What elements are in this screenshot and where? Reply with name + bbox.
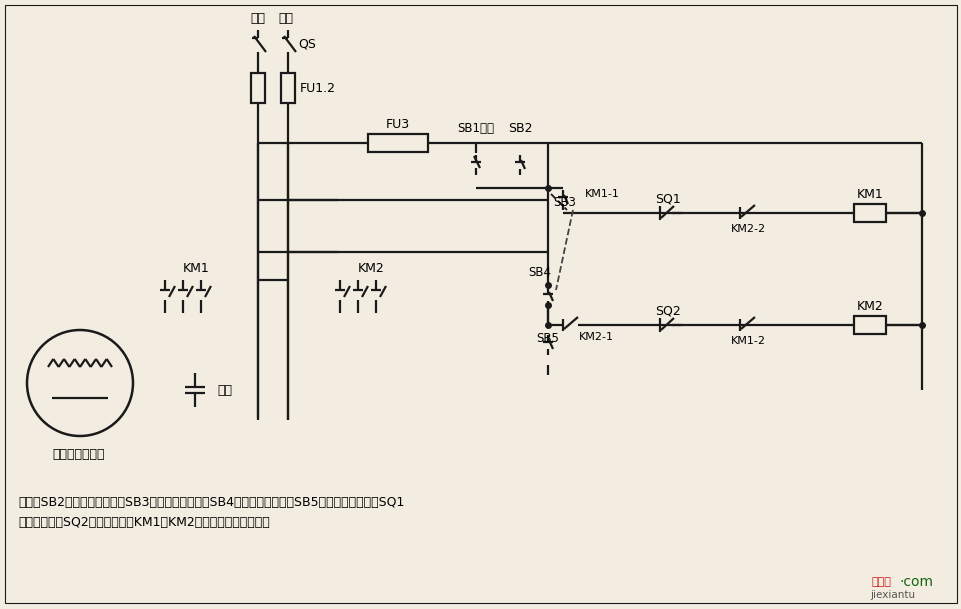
Text: jiexiantu: jiexiantu (869, 590, 914, 600)
Text: KM1: KM1 (183, 261, 209, 275)
Text: FU1.2: FU1.2 (300, 82, 335, 94)
Text: KM2-2: KM2-2 (729, 224, 765, 234)
Text: KM2: KM2 (357, 261, 384, 275)
Text: SB4: SB4 (528, 267, 551, 280)
Text: ·com: ·com (899, 575, 933, 589)
Text: SB2: SB2 (507, 122, 531, 135)
Text: KM2-1: KM2-1 (579, 332, 613, 342)
Bar (281, 73, 295, 103)
Text: 说明：SB2为上升启动按钮，SB3为上升点动按钮，SB4为下降启动按钮，SB5为下降点动按钮；SQ1: 说明：SB2为上升启动按钮，SB3为上升点动按钮，SB4为下降启动按钮，SB5为… (18, 496, 404, 509)
Text: SB3: SB3 (553, 195, 576, 208)
Text: SQ2: SQ2 (654, 304, 680, 317)
Text: KM1-1: KM1-1 (584, 189, 619, 199)
Text: SB5: SB5 (536, 333, 559, 345)
Text: FU3: FU3 (385, 119, 409, 132)
Text: 单相电容电动机: 单相电容电动机 (52, 448, 105, 460)
Text: SQ1: SQ1 (654, 192, 680, 205)
Bar (853, 316, 885, 334)
Bar (853, 204, 885, 222)
Text: KM1-2: KM1-2 (729, 336, 765, 346)
Text: KM1: KM1 (855, 189, 882, 202)
Text: KM2: KM2 (855, 300, 882, 314)
Text: 为最高限位，SQ2为最低限位。KM1、KM2可用中间继电器代替。: 为最高限位，SQ2为最低限位。KM1、KM2可用中间继电器代替。 (18, 516, 269, 529)
Bar (368, 134, 428, 152)
Text: QS: QS (298, 38, 315, 51)
Text: 电容: 电容 (217, 384, 232, 398)
Text: 接线图: 接线图 (871, 577, 891, 587)
Bar (251, 73, 264, 103)
Text: 零线: 零线 (278, 12, 293, 24)
Text: 火线: 火线 (250, 12, 264, 24)
Text: SB1停止: SB1停止 (457, 122, 494, 135)
